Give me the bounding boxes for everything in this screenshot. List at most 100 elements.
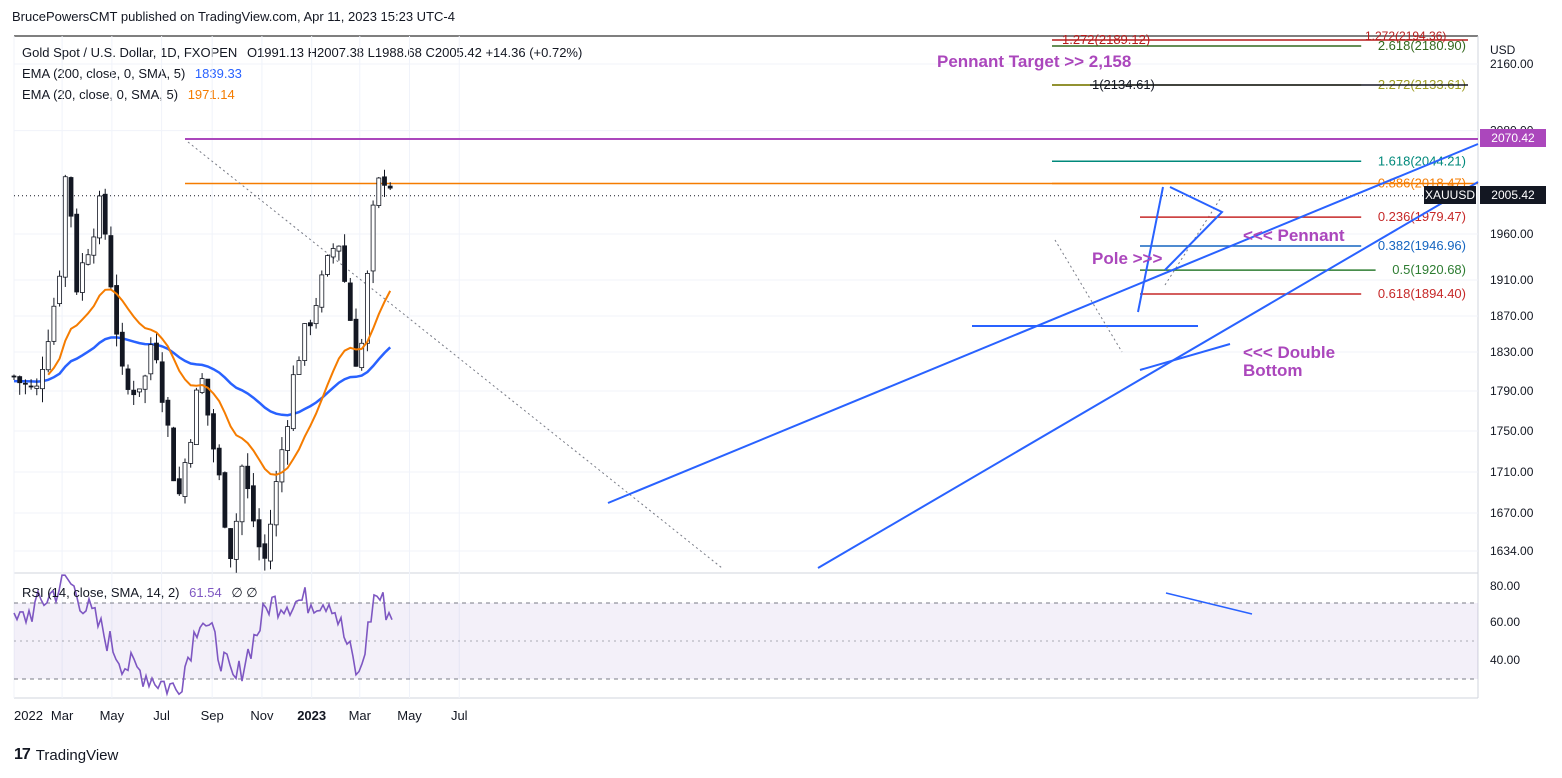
fib-label: 0.5(1920.68) xyxy=(1392,262,1466,277)
candle-down[interactable] xyxy=(22,382,28,385)
time-tick-label: 2023 xyxy=(297,708,326,723)
candle-up[interactable] xyxy=(57,275,62,305)
candle-down[interactable] xyxy=(154,342,159,361)
candle-up[interactable] xyxy=(330,248,336,258)
candle-up[interactable] xyxy=(34,385,40,389)
candle-down[interactable] xyxy=(165,399,171,426)
candle-up[interactable] xyxy=(45,341,51,371)
candle-down[interactable] xyxy=(159,361,165,403)
candle-down[interactable] xyxy=(176,478,182,495)
candle-up[interactable] xyxy=(290,374,296,430)
candle-up[interactable] xyxy=(239,465,245,523)
candle-up[interactable] xyxy=(148,344,154,375)
downtrend-dotted-line xyxy=(187,141,723,569)
price-chart[interactable]: USD 2160.002080.001960.001910.001870.001… xyxy=(0,0,1562,740)
candle-down[interactable] xyxy=(228,528,234,559)
channel-lower-line[interactable] xyxy=(817,181,1479,569)
candle-down[interactable] xyxy=(131,389,137,396)
candle-down[interactable] xyxy=(17,376,23,384)
candle-down[interactable] xyxy=(353,318,359,367)
candle-up[interactable] xyxy=(97,195,102,239)
double-text[interactable]: <<< Double xyxy=(1243,343,1335,362)
candle-up[interactable] xyxy=(188,441,194,464)
rsi-axis: 80.00 60.00 40.00 xyxy=(1490,579,1520,667)
candle-down[interactable] xyxy=(256,519,262,548)
candle-up[interactable] xyxy=(193,389,199,446)
candle-up[interactable] xyxy=(325,255,330,275)
symbol-name[interactable]: Gold Spot / U.S. Dollar, 1D, FXOPEN xyxy=(22,45,238,60)
candle-down[interactable] xyxy=(250,485,256,522)
candle-up[interactable] xyxy=(296,360,302,375)
candle-up[interactable] xyxy=(62,176,68,278)
candle-up[interactable] xyxy=(91,236,97,256)
pennant-triangle[interactable] xyxy=(1164,186,1224,271)
bottom-text[interactable]: Bottom xyxy=(1243,361,1302,380)
candle-down[interactable] xyxy=(342,245,348,282)
pennant-text[interactable]: <<< Pennant xyxy=(1243,226,1345,245)
candle-up[interactable] xyxy=(279,449,285,483)
candle-down[interactable] xyxy=(262,543,268,559)
footer[interactable]: 17 TradingView xyxy=(14,746,118,764)
candle-up[interactable] xyxy=(85,254,91,265)
candle-down[interactable] xyxy=(68,177,74,217)
candle-up[interactable] xyxy=(319,274,325,308)
time-tick-label: Mar xyxy=(51,708,74,723)
candle-down[interactable] xyxy=(74,213,80,293)
pole-text[interactable]: Pole >>> xyxy=(1092,249,1162,268)
candle-down[interactable] xyxy=(222,472,228,528)
candles[interactable] xyxy=(11,169,393,573)
candle-down[interactable] xyxy=(11,375,17,378)
candle-up[interactable] xyxy=(142,375,148,390)
pennant-target-text[interactable]: Pennant Target >> 2,158 xyxy=(937,52,1131,71)
legend-rsi-row[interactable]: RSI (14, close, SMA, 14, 2) 61.54 ∅ ∅ xyxy=(22,585,258,601)
candle-down[interactable] xyxy=(114,285,119,335)
candle-down[interactable] xyxy=(307,322,313,327)
candle-up[interactable] xyxy=(336,245,342,252)
candle-down[interactable] xyxy=(171,427,177,482)
double-bottom-line[interactable] xyxy=(1139,343,1231,371)
time-tick-label: Sep xyxy=(201,708,224,723)
candle-up[interactable] xyxy=(359,342,365,369)
candle-down[interactable] xyxy=(28,385,34,388)
candle-up[interactable] xyxy=(182,462,188,497)
pole-line[interactable] xyxy=(1137,186,1164,313)
candle-up[interactable] xyxy=(51,305,57,342)
candle-down[interactable] xyxy=(108,235,114,288)
candle-down[interactable] xyxy=(245,465,251,490)
price-tag-2070: 2070.42 xyxy=(1480,129,1546,147)
candle-down[interactable] xyxy=(387,185,393,189)
candle-up[interactable] xyxy=(313,305,319,325)
candle-up[interactable] xyxy=(80,262,85,293)
candle-up[interactable] xyxy=(40,369,45,390)
candle-down[interactable] xyxy=(216,447,222,476)
candle-down[interactable] xyxy=(125,368,131,390)
publisher-line: BrucePowersCMT published on TradingView.… xyxy=(12,9,455,24)
footer-brand: TradingView xyxy=(35,746,119,764)
fibonacci-levels[interactable]: 1.272(2189.12) 2.618(2180.90)2.272(2133.6… xyxy=(1052,32,1468,301)
channel-upper-line[interactable] xyxy=(607,143,1479,504)
candle-up[interactable] xyxy=(268,523,273,562)
legend-ema20-row[interactable]: EMA (20, close, 0, SMA, 5) 1971.14 xyxy=(22,87,235,102)
candle-down[interactable] xyxy=(119,331,125,367)
rsi-tick-label: 80.00 xyxy=(1490,579,1520,593)
candle-up[interactable] xyxy=(285,426,291,451)
rsi-divergence-line[interactable] xyxy=(1165,592,1253,615)
candle-up[interactable] xyxy=(136,388,142,393)
rsi-line[interactable] xyxy=(13,574,393,697)
candle-down[interactable] xyxy=(205,378,211,416)
candle-up[interactable] xyxy=(302,323,308,361)
candle-down[interactable] xyxy=(347,282,353,321)
candle-up[interactable] xyxy=(273,481,279,526)
candle-up[interactable] xyxy=(364,273,370,344)
candle-down[interactable] xyxy=(211,413,216,450)
fib-label: 0.618(1894.40) xyxy=(1378,286,1466,301)
time-axis: 2022 Mar May Jul Sep Nov 2023 Mar May Jul xyxy=(14,708,468,723)
candle-down[interactable] xyxy=(102,193,108,235)
legend-ema200-row[interactable]: EMA (200, close, 0, SMA, 5) 1839.33 xyxy=(22,66,242,81)
candle-up[interactable] xyxy=(370,204,376,272)
candle-down[interactable] xyxy=(382,176,387,186)
candle-up[interactable] xyxy=(376,177,382,206)
tradingview-logo-icon: 17 xyxy=(14,746,31,763)
candle-up[interactable] xyxy=(233,520,239,560)
fib-label: 1.618(2044.21) xyxy=(1378,153,1466,168)
